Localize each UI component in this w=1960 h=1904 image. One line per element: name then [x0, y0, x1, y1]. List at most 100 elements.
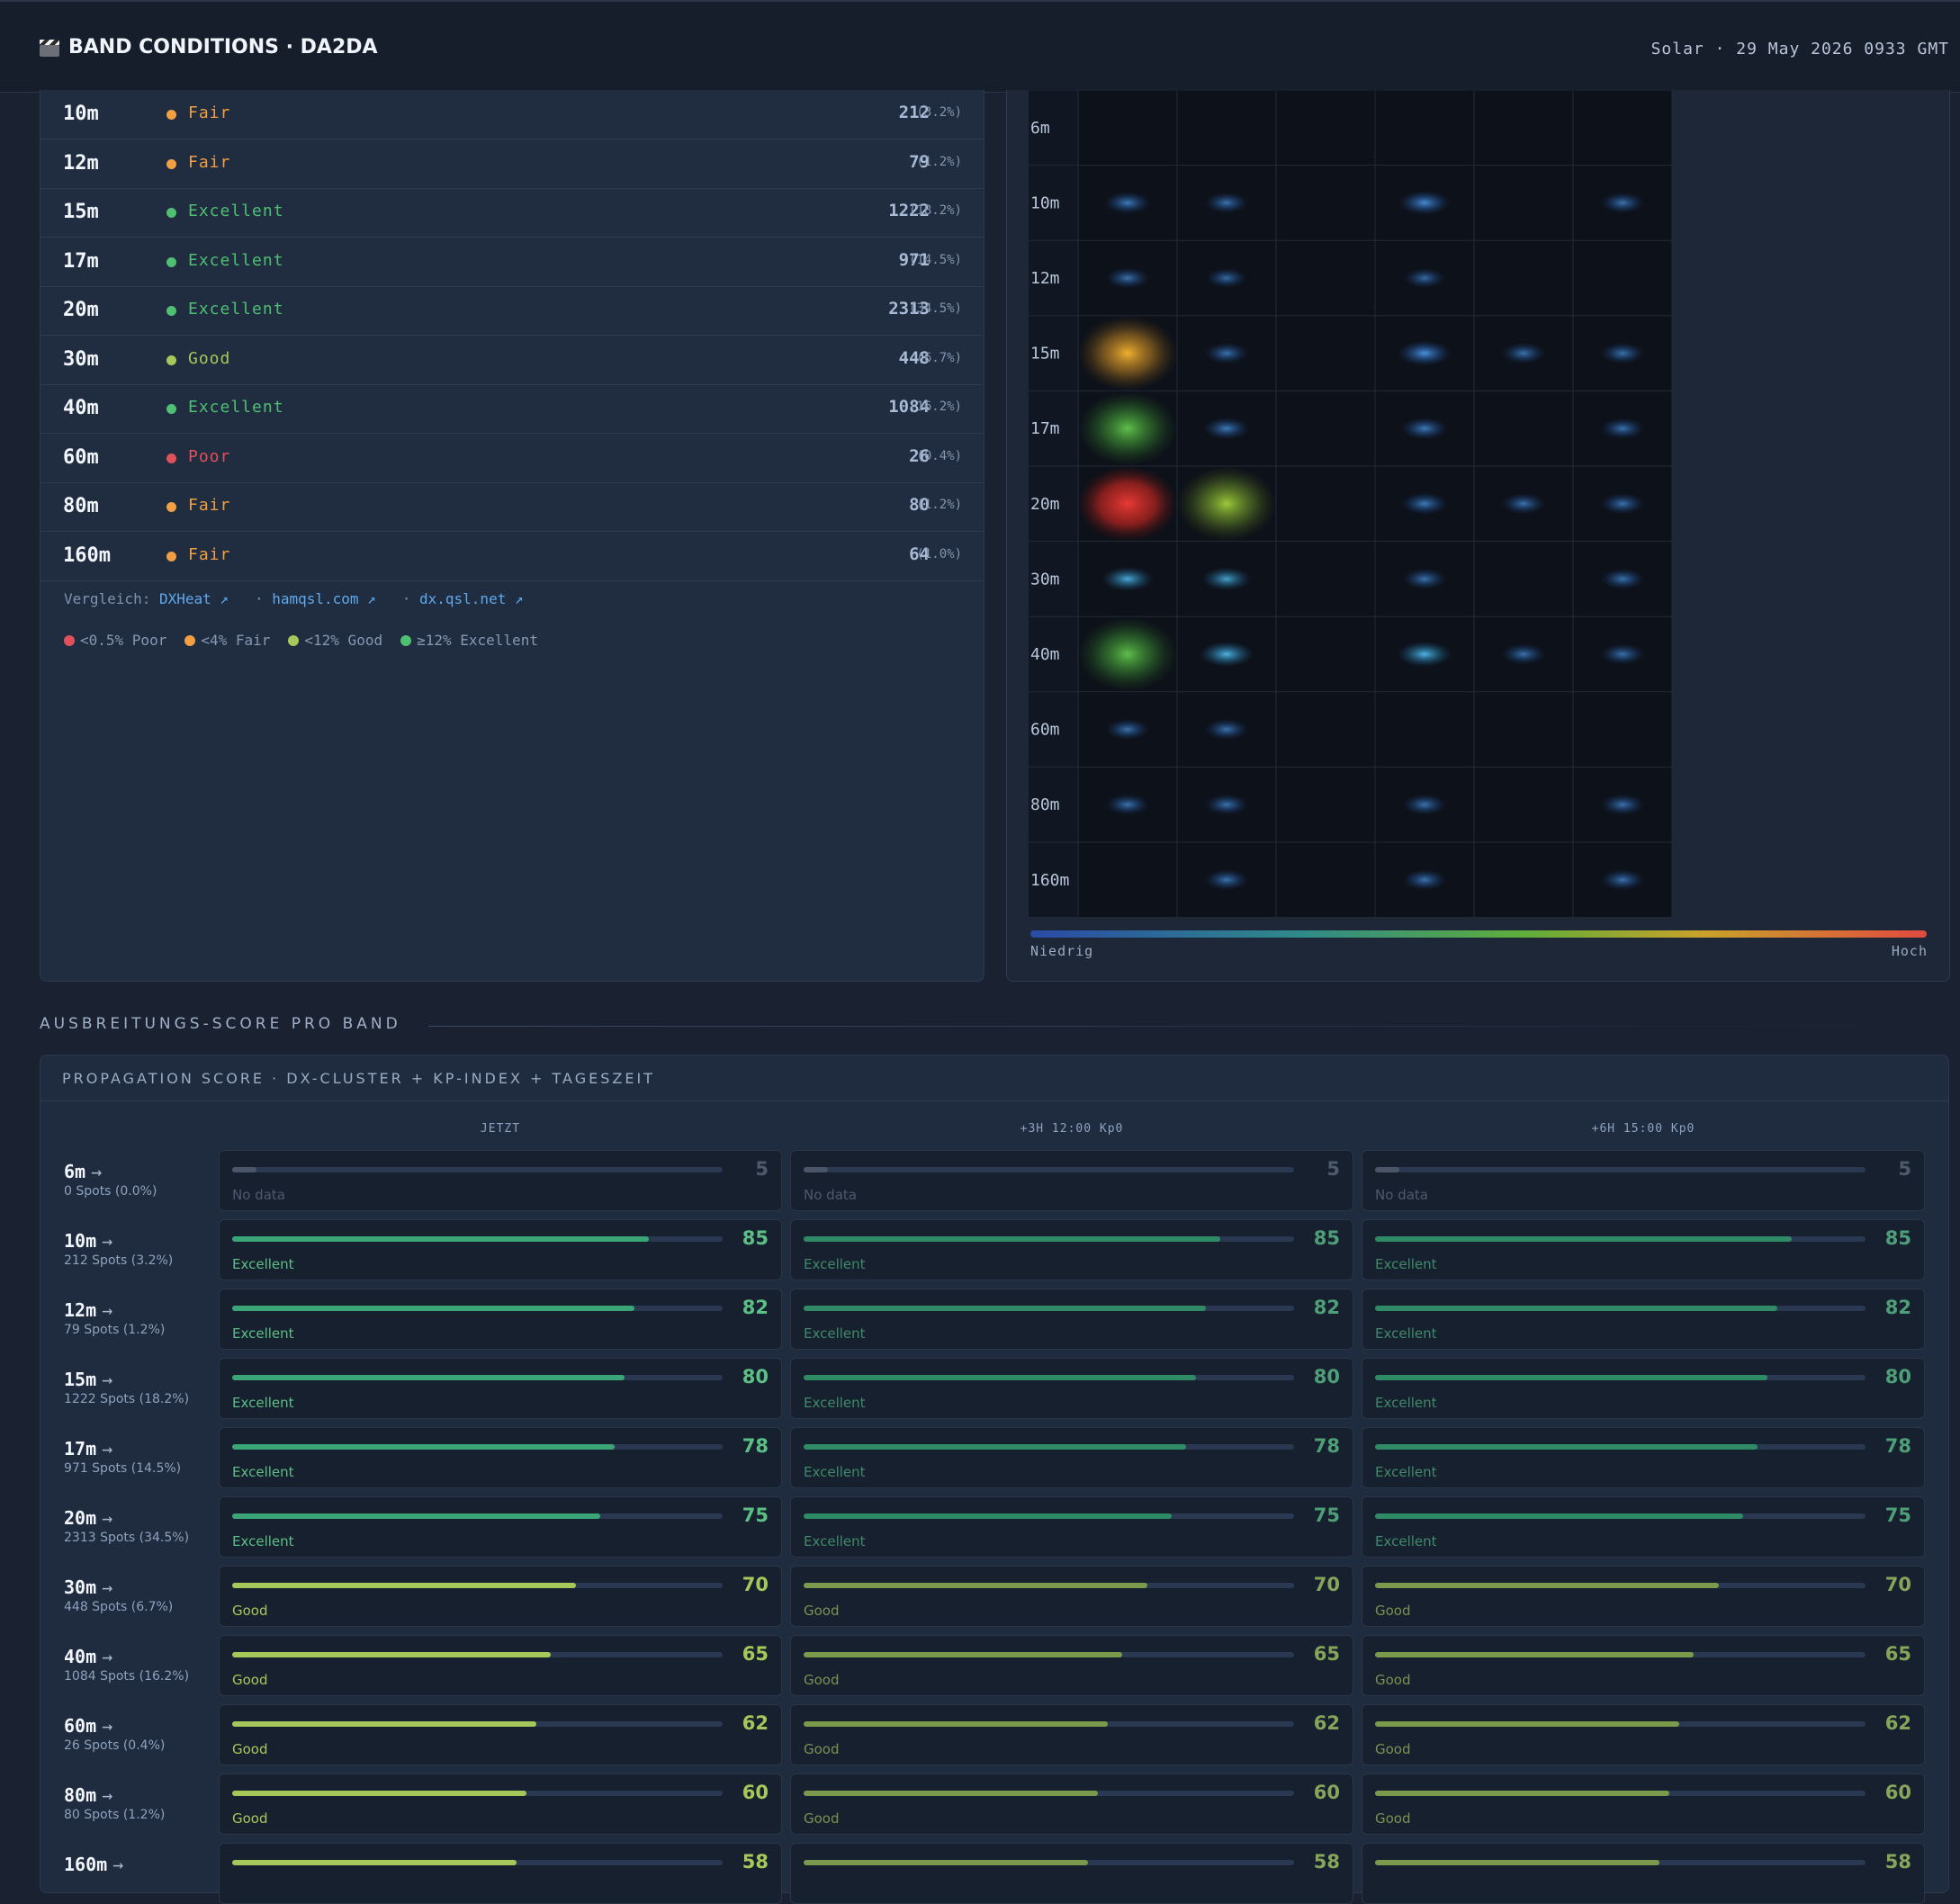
- score-band-name: 17m: [64, 1438, 97, 1459]
- score-bar-fill: [1375, 1513, 1743, 1519]
- heatmap-cell: [1101, 566, 1155, 592]
- score-band-label: 15m → 1222 Spots (18.2%): [64, 1369, 189, 1406]
- legend-dot: [288, 634, 300, 646]
- heatmap-cell: [1204, 192, 1249, 214]
- score-cell: 58: [790, 1843, 1353, 1904]
- heatmap-cell: [1077, 315, 1178, 391]
- score-bar-fill: [232, 1167, 257, 1172]
- dxqsl-link[interactable]: dx.qsl.net ↗: [419, 590, 524, 607]
- arrow-right-icon: →: [91, 1161, 103, 1182]
- heatmap-cell: [1402, 794, 1447, 816]
- score-value: 65: [742, 1643, 769, 1665]
- score-bar-fill: [804, 1167, 829, 1172]
- condition-dot: [166, 110, 176, 120]
- score-bar-track: [232, 1513, 723, 1519]
- score-panel-heading: PROPAGATION SCORE · DX-CLUSTER + KP-INDE…: [62, 1070, 655, 1087]
- score-bar-track: [232, 1652, 723, 1657]
- score-bar-fill: [232, 1375, 625, 1380]
- heatmap-cell: [1397, 340, 1452, 366]
- score-bar-fill: [804, 1721, 1108, 1727]
- score-value: 60: [742, 1782, 769, 1803]
- score-bar-fill: [232, 1721, 536, 1727]
- heatmap-high-label: Hoch: [1891, 943, 1928, 959]
- heatmap-cell: [1402, 568, 1447, 590]
- score-bar-fill: [1375, 1306, 1777, 1311]
- score-bar-track: [1375, 1652, 1866, 1657]
- score-bar-fill: [232, 1306, 634, 1311]
- score-value: 78: [1884, 1435, 1911, 1457]
- condition-label: Fair: [188, 544, 231, 564]
- band-name: 30m: [63, 347, 99, 371]
- spot-percent: (1.0%): [916, 546, 962, 561]
- score-bar-track: [232, 1791, 723, 1796]
- spot-percent: (34.5%): [908, 301, 962, 316]
- band-row: 160m Fair 64 (1.0%): [40, 532, 984, 581]
- heatmap-cell: [1402, 868, 1447, 891]
- score-value: 78: [742, 1435, 769, 1457]
- compare-label: Vergleich:: [64, 590, 151, 607]
- arrow-right-icon: →: [102, 1646, 113, 1667]
- heatmap-row-label: 20m: [1030, 495, 1060, 514]
- heatmap-cell: [1077, 465, 1178, 542]
- score-condition: Excellent: [1375, 1533, 1437, 1549]
- heatmap-cell: [1600, 192, 1645, 214]
- score-cell: 70 Good: [790, 1566, 1353, 1627]
- spot-count: 971: [898, 249, 930, 270]
- score-value: 65: [1884, 1643, 1911, 1665]
- score-spot-count: 971 Spots (14.5%): [64, 1461, 182, 1476]
- score-cell: 78 Excellent: [219, 1427, 782, 1488]
- heatmap-cell: [1501, 342, 1546, 364]
- score-bar-fill: [804, 1444, 1187, 1450]
- score-value: 75: [1884, 1504, 1911, 1526]
- score-band-label: 60m → 26 Spots (0.4%): [64, 1715, 165, 1753]
- legend-dot: [64, 634, 75, 646]
- score-value: 58: [742, 1851, 769, 1873]
- legend-dot: [400, 634, 412, 646]
- heatmap-row-label: 15m: [1030, 345, 1060, 364]
- score-value: 70: [1884, 1574, 1911, 1595]
- heatmap-cell: [1400, 417, 1449, 440]
- hamqsl-link[interactable]: hamqsl.com ↗: [272, 590, 376, 607]
- score-spot-count: 80 Spots (1.2%): [64, 1808, 166, 1822]
- score-cell: 85 Excellent: [219, 1219, 782, 1280]
- compare-separator: ·: [401, 590, 411, 607]
- score-value: 82: [1884, 1297, 1911, 1318]
- score-cell: 85 Excellent: [790, 1219, 1353, 1280]
- score-bar-track: [804, 1167, 1294, 1172]
- condition-label: Poor: [188, 446, 231, 466]
- condition-dot: [166, 256, 176, 267]
- arrow-right-icon: →: [102, 1299, 113, 1321]
- heatmap-cell: [1600, 568, 1645, 590]
- score-bar-track: [232, 1167, 723, 1172]
- score-cell: 80 Excellent: [790, 1358, 1353, 1419]
- score-bar-track: [1375, 1306, 1866, 1311]
- score-bar-track: [804, 1375, 1294, 1380]
- score-condition: Excellent: [232, 1464, 294, 1480]
- condition-dot: [166, 158, 176, 169]
- legend-item: <4% Fair: [184, 632, 270, 649]
- band-name: 160m: [63, 543, 111, 567]
- score-value: 5: [1898, 1158, 1911, 1180]
- score-band-label: 30m → 448 Spots (6.7%): [64, 1576, 173, 1614]
- heatmap-cell: [1103, 191, 1152, 214]
- score-condition: Excellent: [232, 1533, 294, 1549]
- spot-count: 26: [909, 445, 930, 466]
- legend-text: <12% Good: [304, 632, 383, 649]
- arrow-right-icon: →: [102, 1438, 113, 1459]
- score-band-name: 30m: [64, 1576, 97, 1598]
- score-bar-fill: [1375, 1652, 1695, 1657]
- score-cell: 80 Excellent: [219, 1358, 782, 1419]
- dxheat-link[interactable]: DXHeat ↗: [158, 590, 229, 607]
- score-cell: 62 Good: [1362, 1704, 1925, 1765]
- heatmap-cell: [1397, 641, 1452, 668]
- heatmap-row-label: 40m: [1030, 645, 1060, 664]
- score-value: 80: [1313, 1366, 1340, 1388]
- score-bar-track: [1375, 1860, 1866, 1865]
- heatmap-cell: [1204, 718, 1249, 741]
- heatmap-row-label: 10m: [1030, 193, 1060, 212]
- legend-text: <4% Fair: [201, 632, 271, 649]
- spot-count: 448: [898, 347, 930, 368]
- heatmap-cell: [1176, 465, 1277, 542]
- score-bar-fill: [1375, 1583, 1719, 1588]
- condition-dot: [166, 306, 176, 316]
